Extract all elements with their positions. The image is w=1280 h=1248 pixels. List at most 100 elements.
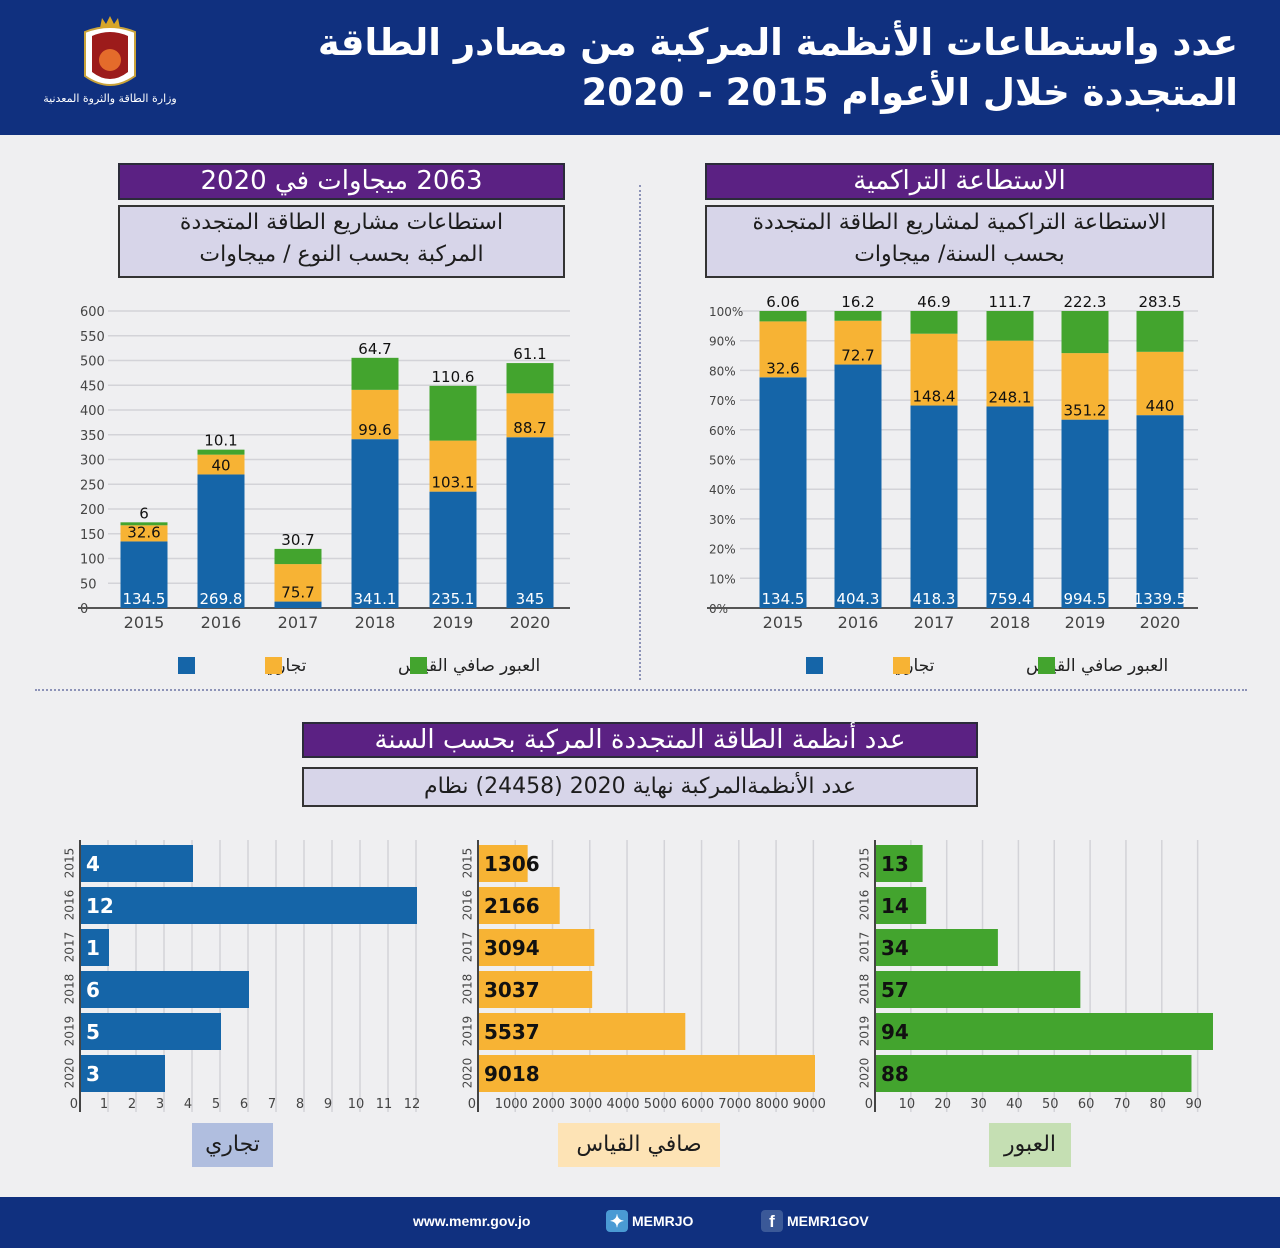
x-tick-label: 2015 — [763, 613, 804, 632]
y-tick-label: 2017 — [461, 932, 475, 963]
data-label: 88.7 — [513, 419, 546, 437]
y-tick-label: 2019 — [63, 1016, 77, 1047]
data-label: 9018 — [484, 1062, 540, 1086]
data-label: 404.3 — [837, 590, 880, 608]
bar-segment — [120, 541, 168, 608]
data-label: 103.1 — [432, 474, 475, 492]
bar — [876, 971, 1081, 1008]
bar-segment — [759, 311, 807, 322]
data-label: 16.2 — [841, 293, 874, 311]
y-tick-label: 100% — [709, 305, 743, 319]
data-label: 14 — [881, 894, 909, 918]
bar — [876, 929, 998, 966]
data-label: 1306 — [484, 852, 540, 876]
data-label: 32.6 — [127, 523, 160, 541]
x-tick-label: 80 — [1150, 1097, 1167, 1112]
bar-segment — [351, 357, 399, 390]
x-tick-label: 1000 — [495, 1097, 528, 1112]
data-label: 88 — [881, 1062, 909, 1086]
bar-segment — [120, 525, 168, 542]
y-tick-label: 2015 — [858, 848, 872, 879]
data-label: 13 — [881, 852, 909, 876]
x-tick-label: 3000 — [569, 1097, 602, 1112]
bar — [81, 845, 193, 882]
bar — [479, 845, 528, 882]
y-tick-label: 2018 — [461, 974, 475, 1005]
bottom-panel-title: عدد أنظمة الطاقة المتجددة المركبة بحسب ا… — [302, 722, 978, 758]
systems-count-charts: 0 1 2 3 4 5 6 7 8 9 10 11 12420151220161201762018520… — [63, 840, 1213, 1112]
x-tick-label: 60 — [1078, 1097, 1095, 1112]
legend-swatch — [410, 657, 427, 674]
bar-segment — [197, 449, 245, 455]
twitter-handle[interactable]: MEMRJO — [632, 1213, 694, 1229]
x-tick-label: 7 — [268, 1097, 276, 1112]
y-tick-label: 50 — [80, 577, 97, 592]
bar-segment — [274, 548, 322, 565]
data-label: 1 — [86, 936, 100, 960]
legend-label: العبور — [499, 656, 540, 676]
x-tick-label: 12 — [404, 1097, 421, 1112]
wheeling-label: العبور — [989, 1123, 1071, 1167]
x-tick-label: 2018 — [355, 613, 396, 632]
bar — [81, 1013, 221, 1050]
bar-segment — [429, 440, 477, 492]
twitter-icon: ✦ — [606, 1210, 628, 1232]
data-label: 134.5 — [762, 590, 805, 608]
data-label: 222.3 — [1064, 293, 1107, 311]
facebook-handle[interactable]: MEMR1GOV — [787, 1213, 869, 1229]
left-panel-subtitle: استطاعات مشاريع الطاقة المتجددة المركبة … — [118, 205, 565, 278]
data-label: 345 — [516, 590, 545, 608]
bottom-panel-subtitle: عدد الأنظمةالمركبة نهاية 2020 (24458) نظ… — [302, 767, 978, 807]
x-tick-label: 20 — [934, 1097, 951, 1112]
data-label: 5537 — [484, 1020, 540, 1044]
data-label: 235.1 — [432, 590, 475, 608]
x-tick-label: 0 — [468, 1097, 476, 1112]
y-tick-label: 40% — [709, 483, 736, 497]
bar — [876, 845, 923, 882]
data-label: 3 — [86, 1062, 100, 1086]
data-label: 2166 — [484, 894, 540, 918]
y-tick-label: 2016 — [63, 890, 77, 921]
bar-segment — [274, 601, 322, 608]
bar-segment — [986, 406, 1034, 608]
left-panel-title: 2063 ميجاوات في 2020 — [118, 163, 565, 200]
bar-segment — [351, 389, 399, 440]
bar — [876, 887, 927, 924]
y-tick-label: 550 — [80, 330, 105, 345]
y-tick-label: 0 — [80, 602, 88, 617]
net-metering-label: صافي القياس — [558, 1123, 720, 1167]
horizontal-divider — [35, 689, 1247, 691]
x-tick-label: 2016 — [838, 613, 879, 632]
x-tick-label: 90 — [1185, 1097, 1202, 1112]
bar — [479, 1055, 815, 1092]
y-tick-label: 2020 — [858, 1058, 872, 1089]
y-tick-label: 60% — [709, 424, 736, 438]
y-tick-label: 150 — [80, 528, 105, 543]
x-tick-label: 2016 — [201, 613, 242, 632]
vertical-divider — [639, 185, 641, 680]
commercial-label: تجاري — [192, 1123, 273, 1167]
data-label: 110.6 — [432, 368, 475, 386]
bar-segment — [1061, 353, 1109, 420]
x-tick-label: 30 — [970, 1097, 987, 1112]
data-label: 6.06 — [766, 293, 799, 311]
data-label: 994.5 — [1064, 590, 1107, 608]
x-tick-label: 4 — [184, 1097, 192, 1112]
x-tick-label: 2020 — [1140, 613, 1181, 632]
x-tick-label: 2017 — [914, 613, 955, 632]
data-label: 5 — [86, 1020, 100, 1044]
bar — [479, 929, 595, 966]
x-tick-label: 50 — [1042, 1097, 1059, 1112]
logo-text: وزارة الطاقة والثروة المعدنية — [43, 92, 177, 105]
data-label: 72.7 — [841, 347, 874, 365]
x-tick-label: 10 — [348, 1097, 365, 1112]
data-label: 10.1 — [204, 432, 237, 450]
y-tick-label: 100 — [80, 553, 105, 568]
y-tick-label: 2016 — [858, 890, 872, 921]
website-link[interactable]: www.memr.gov.jo — [413, 1213, 531, 1229]
x-tick-label: 8000 — [756, 1097, 789, 1112]
bar-segment — [834, 311, 882, 321]
y-tick-label: 2015 — [461, 848, 475, 879]
data-label: 46.9 — [917, 293, 950, 311]
x-tick-label: 70 — [1114, 1097, 1131, 1112]
